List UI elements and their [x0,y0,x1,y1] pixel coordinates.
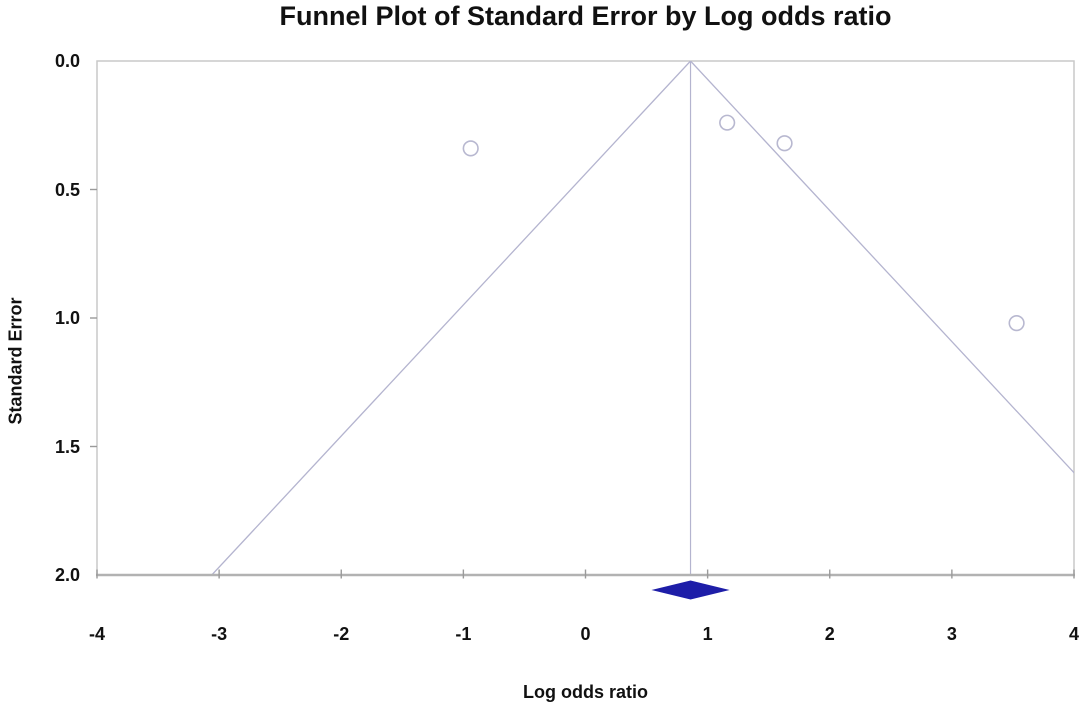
x-tick-label: 2 [824,624,835,644]
x-tick-label: -4 [88,624,105,644]
y-tick-label: 0.5 [54,179,80,200]
chart-title: Funnel Plot of Standard Error by Log odd… [279,1,892,31]
summary-diamond [651,580,730,600]
x-tick-label: -1 [455,624,472,644]
plot-border [96,60,1075,576]
funnel-limit-line-left [211,61,692,575]
x-tick-label: -3 [211,624,228,644]
x-tick-label: 3 [946,624,957,644]
funnel-limit-line-right [690,61,1074,474]
x-tick-label: -2 [333,624,350,644]
y-tick-label: 1.5 [54,436,80,457]
study-point [719,114,736,131]
y-tick-label: 0.0 [54,51,80,71]
x-tick-label: 0 [580,624,591,644]
x-tick-label: 1 [702,624,713,644]
x-axis-title: Log odds ratio [523,682,648,702]
study-point [1008,315,1025,332]
x-tick-label: 4 [1068,624,1079,644]
study-point [462,140,479,157]
y-tick-label: 2.0 [54,565,80,585]
y-tick-label: 1.0 [54,308,80,328]
study-point [776,135,793,152]
